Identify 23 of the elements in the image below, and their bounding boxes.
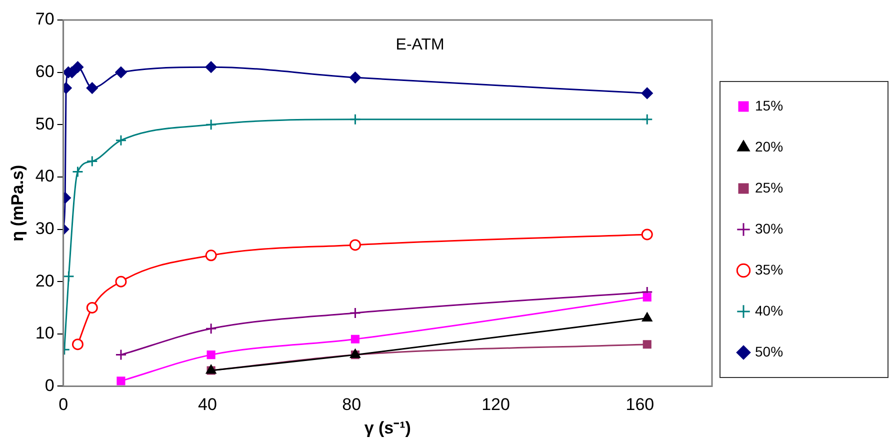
y-axis-title: η (mPa.s) <box>8 164 27 242</box>
text: E-ATM <box>396 36 444 54</box>
x-axis-title: γ (s⁻¹) <box>364 418 411 438</box>
legend-label: 25% <box>755 179 784 196</box>
y-tick-label: 60 <box>35 62 54 81</box>
y-tick-label: 0 <box>44 376 54 395</box>
y-tick-label: 10 <box>35 324 54 343</box>
legend-label: 40% <box>755 302 784 318</box>
legend-label: 15% <box>755 97 784 114</box>
y-tick-label: 30 <box>35 218 54 238</box>
legend-label: 50% <box>755 343 784 360</box>
legend-label: 20% <box>755 138 784 154</box>
x-tick-label: 40 <box>198 395 217 414</box>
legend-label: 35% <box>755 261 784 278</box>
x-tick-label: 80 <box>342 395 362 414</box>
y-tick-label: 40 <box>35 166 54 186</box>
x-tick-label: 0 <box>58 395 68 414</box>
legend-label: 30% <box>755 220 784 236</box>
x-tick-label: 120 <box>482 395 510 414</box>
y-tick-label: 50 <box>35 114 54 134</box>
y-tick-label: 70 <box>35 10 54 29</box>
y-tick-label: 20 <box>35 271 54 290</box>
x-tick-label: 160 <box>626 395 654 414</box>
